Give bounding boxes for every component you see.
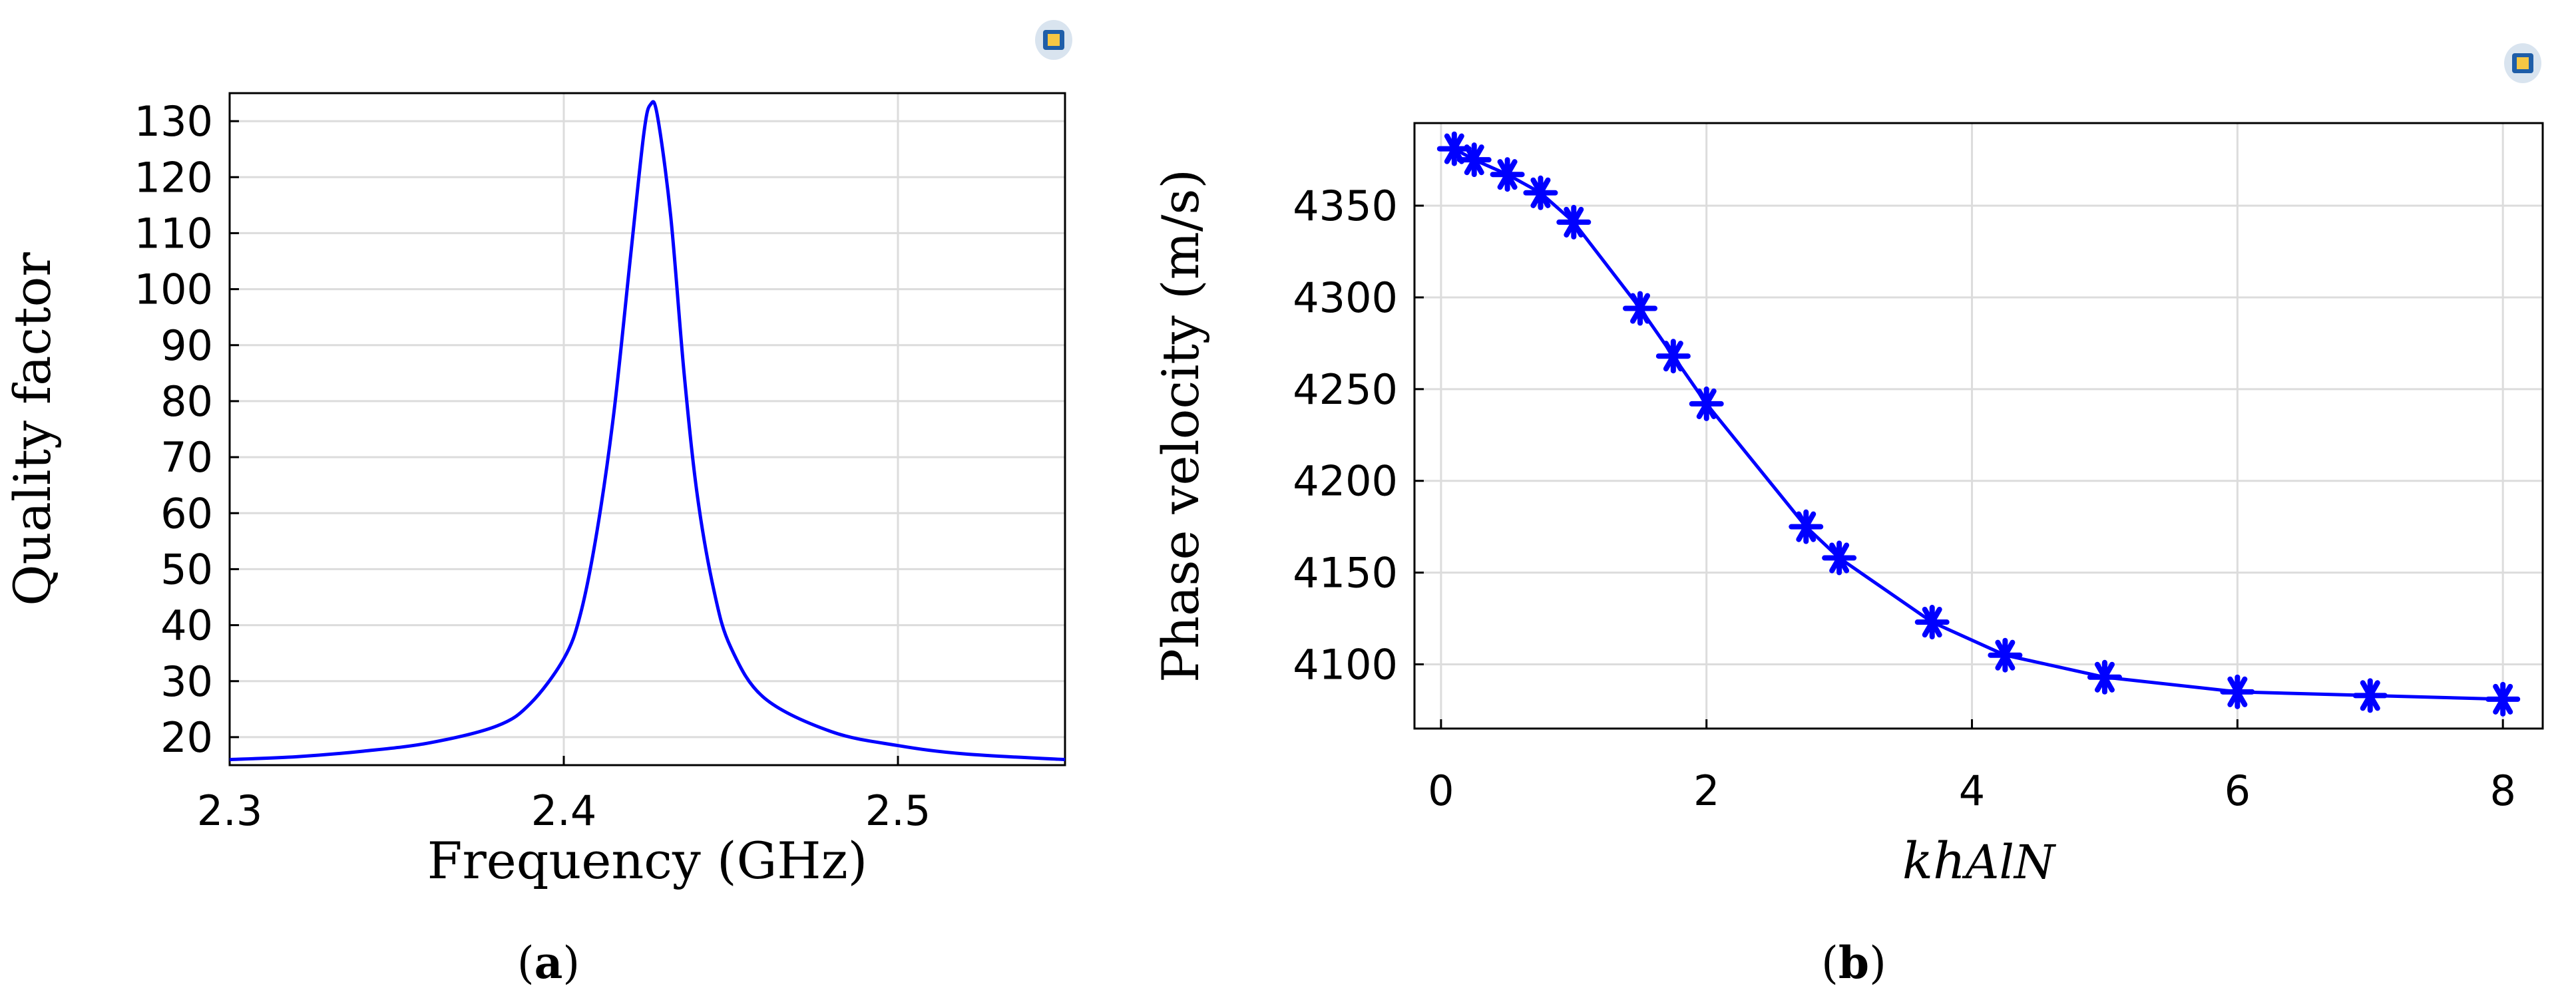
y-tick-label: 20: [160, 713, 213, 762]
y-axis-label: Quality factor: [3, 252, 62, 606]
panel-caption-b-letter: b: [1838, 937, 1869, 989]
x-tick-label: 0: [1428, 766, 1454, 815]
x-tick-label: 2.3: [197, 786, 263, 835]
data-point-marker: [1822, 540, 1857, 576]
y-tick-label: 100: [134, 265, 213, 314]
panel-caption-a-letter: a: [535, 937, 563, 989]
app-logo-icon-a: [1035, 20, 1072, 60]
x-tick-label: 8: [2489, 766, 2515, 815]
data-point-marker: [2220, 674, 2255, 709]
data-point-marker: [1689, 386, 1724, 421]
y-tick-label: 90: [160, 321, 213, 370]
data-point-marker: [2087, 659, 2122, 695]
y-tick-label: 4350: [1293, 182, 1398, 230]
x-tick-label: 6: [2225, 766, 2251, 815]
series-line: [1453, 147, 2503, 701]
y-tick-label: 4250: [1293, 365, 1398, 414]
app-logo-icon-b: [2504, 43, 2541, 83]
data-point-marker: [1655, 339, 1691, 374]
y-tick-label: 4150: [1293, 549, 1398, 597]
series-line: [229, 100, 1066, 762]
data-point-marker: [1523, 175, 1558, 210]
data-point-marker: [2485, 681, 2521, 717]
data-point-marker: [1556, 204, 1592, 240]
y-axis-label: Phase velocity (m/s): [1151, 169, 1210, 683]
y-tick-label: 120: [134, 153, 213, 202]
y-tick-label: 130: [134, 97, 213, 146]
y-tick-label: 110: [134, 209, 213, 257]
y-tick-label: 40: [160, 601, 213, 650]
plot-frame: [1413, 122, 2544, 730]
x-tick-label: 4: [1959, 766, 1985, 815]
x-axis-label: khAlN: [1902, 831, 2057, 890]
y-tick-label: 60: [160, 489, 213, 538]
y-tick-label: 30: [160, 657, 213, 706]
x-tick-label: 2.4: [531, 786, 597, 835]
data-point-marker: [1490, 157, 1525, 192]
chart-panel-a: 2.3 2.4 2.5 20 30 40 50 60 70 80 90 100 110 120 130 Fre…: [3, 92, 1066, 890]
data-point-marker: [1988, 637, 2023, 673]
y-tick-label: 4200: [1293, 457, 1398, 506]
plot-frame: [228, 92, 1066, 766]
panel-caption-a: (a): [517, 937, 580, 989]
x-tick-label: 2: [1693, 766, 1719, 815]
y-tick-label: 50: [160, 545, 213, 593]
data-point-marker: [1789, 509, 1824, 544]
y-tick-label: 80: [160, 377, 213, 426]
data-point-marker: [2352, 678, 2388, 713]
y-tick-label: 4300: [1293, 273, 1398, 322]
x-axis-label: Frequency (GHz): [427, 831, 868, 890]
chart-panel-b: 0 2 4 6 8 4100 4150 4200 4250 4300 4350 khAlN Phase …: [1151, 122, 2544, 890]
data-point-marker: [1456, 142, 1492, 178]
data-point-marker: [1623, 291, 1657, 326]
panel-caption-b: (b): [1821, 937, 1886, 989]
data-point-marker: [1914, 605, 1950, 640]
x-tick-label: 2.5: [865, 786, 931, 835]
y-tick-label: 70: [160, 433, 213, 482]
y-tick-label: 4100: [1293, 640, 1398, 689]
